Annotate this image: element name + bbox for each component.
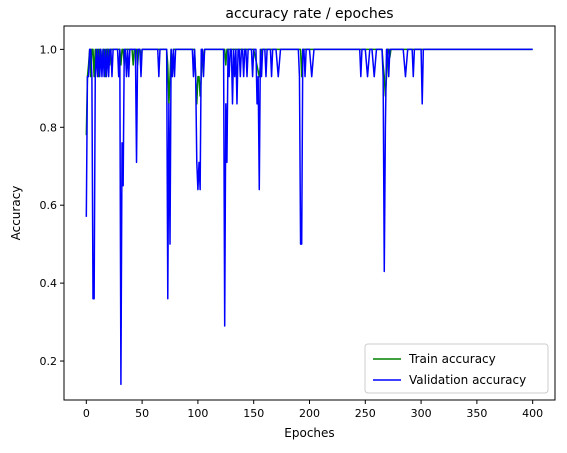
x-axis-label: Epoches — [284, 426, 334, 440]
legend-box — [364, 343, 549, 394]
x-tick-label: 250 — [355, 407, 376, 420]
x-tick-label: 400 — [522, 407, 543, 420]
y-tick-label: 0.6 — [40, 199, 58, 212]
y-tick-label: 1.0 — [40, 43, 58, 56]
x-tick-label: 150 — [243, 407, 264, 420]
x-axis-ticks: 0 50 100 150 200 250 300 350 400 — [83, 400, 543, 420]
y-tick-label: 0.4 — [40, 277, 58, 290]
x-tick-label: 100 — [187, 407, 208, 420]
x-tick-label: 300 — [411, 407, 432, 420]
plot-area — [64, 26, 555, 400]
x-tick-label: 0 — [83, 407, 90, 420]
y-tick-label: 0.2 — [40, 355, 58, 368]
y-tick-label: 0.8 — [40, 121, 58, 134]
x-tick-label: 50 — [135, 407, 149, 420]
legend: Train accuracy Validation accuracy — [364, 343, 549, 394]
series-layer — [85, 48, 533, 386]
legend-label: Train accuracy — [408, 352, 496, 366]
x-tick-label: 350 — [466, 407, 487, 420]
legend-label: Validation accuracy — [409, 373, 526, 387]
chart-title: accuracy rate / epoches — [225, 6, 393, 22]
y-axis-ticks: 0.2 0.4 0.6 0.8 1.0 — [40, 43, 64, 368]
x-tick-label: 200 — [299, 407, 320, 420]
series-line-validation — [85, 48, 533, 386]
y-axis-label: Accuracy — [9, 186, 23, 241]
